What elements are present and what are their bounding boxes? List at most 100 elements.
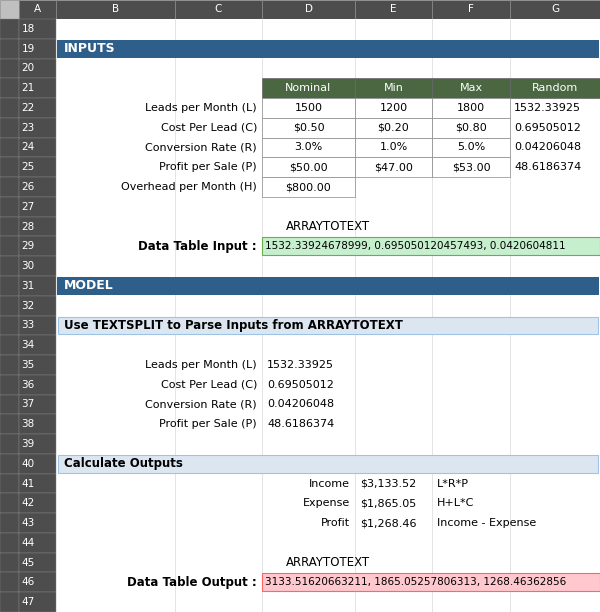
Bar: [19, 395, 56, 414]
Bar: [262, 138, 355, 157]
Bar: [355, 118, 432, 138]
Bar: [19, 592, 56, 612]
Text: Profit per Sale (P): Profit per Sale (P): [160, 419, 257, 429]
Bar: [56, 197, 600, 217]
Bar: [19, 572, 56, 592]
Bar: [262, 157, 355, 177]
Bar: [0, 157, 19, 177]
Bar: [56, 78, 600, 98]
Bar: [57, 40, 599, 58]
Bar: [19, 316, 56, 335]
Bar: [262, 118, 355, 138]
Bar: [19, 197, 56, 217]
Text: $47.00: $47.00: [374, 162, 413, 172]
Bar: [0, 78, 19, 98]
Text: $1,268.46: $1,268.46: [360, 518, 416, 528]
Bar: [56, 217, 600, 236]
Bar: [56, 236, 600, 256]
Bar: [56, 0, 175, 19]
Bar: [0, 335, 19, 355]
Bar: [56, 276, 600, 296]
Text: H+L*C: H+L*C: [437, 498, 475, 509]
Bar: [19, 177, 56, 197]
Bar: [56, 256, 600, 276]
Bar: [0, 118, 19, 138]
Bar: [0, 296, 19, 316]
Text: 23: 23: [22, 123, 35, 133]
Bar: [56, 454, 600, 474]
Text: 19: 19: [22, 43, 35, 54]
Bar: [19, 157, 56, 177]
Bar: [19, 78, 56, 98]
Bar: [432, 157, 510, 177]
Bar: [19, 375, 56, 395]
Text: ARRAYTOTEXT: ARRAYTOTEXT: [286, 220, 370, 233]
Bar: [19, 434, 56, 454]
Text: Min: Min: [383, 83, 403, 93]
Bar: [56, 493, 600, 513]
Bar: [19, 355, 56, 375]
Bar: [58, 455, 598, 472]
Bar: [0, 474, 19, 493]
Text: 31: 31: [22, 281, 35, 291]
Text: Overhead per Month (H): Overhead per Month (H): [121, 182, 257, 192]
Bar: [19, 454, 56, 474]
Bar: [0, 434, 19, 454]
Text: Profit: Profit: [321, 518, 350, 528]
Bar: [56, 19, 600, 39]
Bar: [432, 78, 510, 98]
Bar: [0, 553, 19, 572]
Text: 1532.33924678999, 0.695050120457493, 0.0420604811: 1532.33924678999, 0.695050120457493, 0.0…: [265, 241, 566, 252]
Bar: [262, 78, 355, 98]
Bar: [0, 414, 19, 434]
Text: $50.00: $50.00: [289, 162, 328, 172]
Bar: [56, 375, 600, 395]
Bar: [19, 59, 56, 78]
Bar: [0, 375, 19, 395]
Bar: [0, 513, 19, 533]
Bar: [19, 553, 56, 572]
Text: 30: 30: [22, 261, 35, 271]
Bar: [19, 217, 56, 236]
Text: 46: 46: [22, 577, 35, 588]
Text: Nominal: Nominal: [286, 83, 332, 93]
Text: 36: 36: [22, 379, 35, 390]
Bar: [0, 592, 19, 612]
Bar: [56, 414, 600, 434]
Bar: [510, 0, 600, 19]
Bar: [56, 474, 600, 493]
Bar: [175, 0, 262, 19]
Text: F: F: [468, 4, 474, 15]
Text: 0.04206048: 0.04206048: [514, 143, 581, 152]
Text: 1.0%: 1.0%: [379, 143, 407, 152]
Bar: [58, 316, 598, 334]
Bar: [56, 355, 600, 375]
Bar: [355, 0, 432, 19]
Bar: [432, 138, 510, 157]
Bar: [0, 454, 19, 474]
Text: 26: 26: [22, 182, 35, 192]
Bar: [19, 256, 56, 276]
Bar: [0, 256, 19, 276]
Bar: [0, 572, 19, 592]
Bar: [19, 236, 56, 256]
Bar: [19, 414, 56, 434]
Bar: [432, 0, 510, 19]
Text: 18: 18: [22, 24, 35, 34]
Bar: [0, 98, 19, 118]
Bar: [262, 573, 600, 591]
Text: 28: 28: [22, 222, 35, 231]
Text: $3,133.52: $3,133.52: [360, 479, 416, 488]
Text: Cost Per Lead (C): Cost Per Lead (C): [161, 123, 257, 133]
Text: Random: Random: [532, 83, 578, 93]
Text: 24: 24: [22, 143, 35, 152]
Bar: [0, 236, 19, 256]
Bar: [19, 98, 56, 118]
Bar: [0, 533, 19, 553]
Bar: [56, 157, 600, 177]
Text: 39: 39: [22, 439, 35, 449]
Bar: [262, 0, 355, 19]
Text: $800.00: $800.00: [286, 182, 331, 192]
Text: 40: 40: [22, 459, 35, 469]
Text: 20: 20: [22, 64, 35, 73]
